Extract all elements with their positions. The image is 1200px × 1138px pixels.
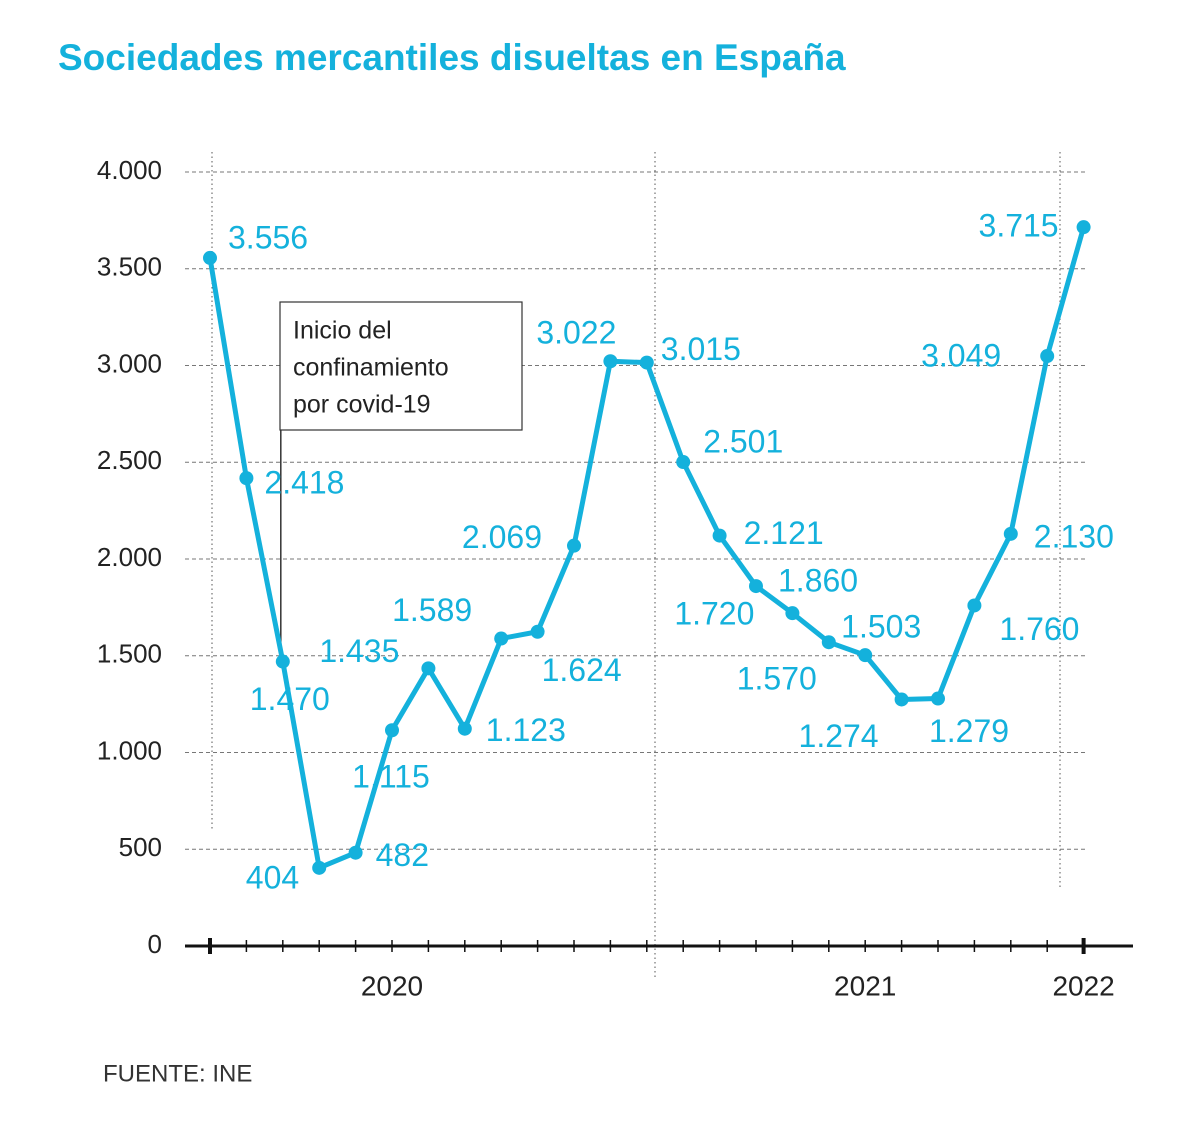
data-label: 1.570 <box>737 661 817 697</box>
data-label: 2.418 <box>264 465 344 501</box>
point <box>348 845 363 860</box>
x-tick-label: 2020 <box>361 970 423 1001</box>
data-label: 3.015 <box>661 331 741 367</box>
point <box>239 471 254 486</box>
annotation-text: confinamiento <box>293 354 449 382</box>
data-label: 2.501 <box>703 424 783 460</box>
data-label: 482 <box>376 837 429 873</box>
data-label: 1.123 <box>486 712 566 748</box>
x-tick-label: 2021 <box>834 970 896 1001</box>
data-label: 3.022 <box>536 315 616 351</box>
data-label: 3.715 <box>979 208 1059 244</box>
data-label: 1.860 <box>778 563 858 599</box>
data-label: 1.274 <box>799 718 879 754</box>
annotation-text: por covid-19 <box>293 391 431 419</box>
data-label: 1.589 <box>392 592 472 628</box>
point <box>421 661 436 676</box>
point <box>530 624 545 639</box>
point <box>603 354 618 369</box>
y-tick-label: 3.000 <box>97 348 162 378</box>
point <box>1040 349 1055 364</box>
point <box>312 860 327 875</box>
data-label: 1.720 <box>674 596 754 632</box>
source: FUENTE: INE <box>103 1060 252 1087</box>
y-tick-label: 500 <box>119 832 162 862</box>
data-label: 404 <box>246 859 299 895</box>
chart-title: Sociedades mercantiles disueltas en Espa… <box>58 37 846 78</box>
data-label: 1.624 <box>542 652 622 688</box>
point <box>385 723 399 738</box>
y-tick-label: 2.000 <box>97 542 162 572</box>
data-label: 2.069 <box>462 519 542 555</box>
point <box>275 654 290 669</box>
data-label: 3.556 <box>228 219 308 255</box>
point <box>712 528 727 543</box>
point <box>894 692 909 707</box>
y-tick-label: 3.500 <box>97 252 162 282</box>
point <box>858 648 873 663</box>
x-tick-label: 2022 <box>1052 970 1114 1001</box>
y-tick-label: 2.500 <box>97 445 162 475</box>
data-label: 1.115 <box>352 759 430 795</box>
data-label: 1.470 <box>250 681 330 717</box>
y-tick-label: 1.000 <box>97 735 162 765</box>
data-label: 1.435 <box>319 633 399 669</box>
point <box>203 250 217 265</box>
point <box>1003 526 1018 541</box>
annotation-text: Inicio del <box>293 317 392 345</box>
y-tick-label: 4.000 <box>97 155 162 185</box>
point <box>967 598 982 613</box>
data-label: 1.503 <box>841 609 921 645</box>
y-tick-label: 1.500 <box>97 639 162 669</box>
data-label: 2.121 <box>744 515 824 551</box>
point <box>1076 220 1091 235</box>
data-label: 1.760 <box>999 611 1079 647</box>
point <box>457 721 472 736</box>
point <box>821 635 836 650</box>
data-label: 1.279 <box>929 713 1009 749</box>
point <box>676 455 691 470</box>
y-tick-label: 0 <box>148 929 162 959</box>
point <box>494 631 509 646</box>
point <box>749 579 763 594</box>
data-label: 2.130 <box>1034 518 1114 554</box>
point <box>931 691 945 706</box>
point <box>639 355 654 370</box>
point <box>785 606 800 621</box>
point <box>567 538 581 553</box>
data-label: 3.049 <box>921 337 1001 373</box>
annotation-box <box>279 301 523 431</box>
